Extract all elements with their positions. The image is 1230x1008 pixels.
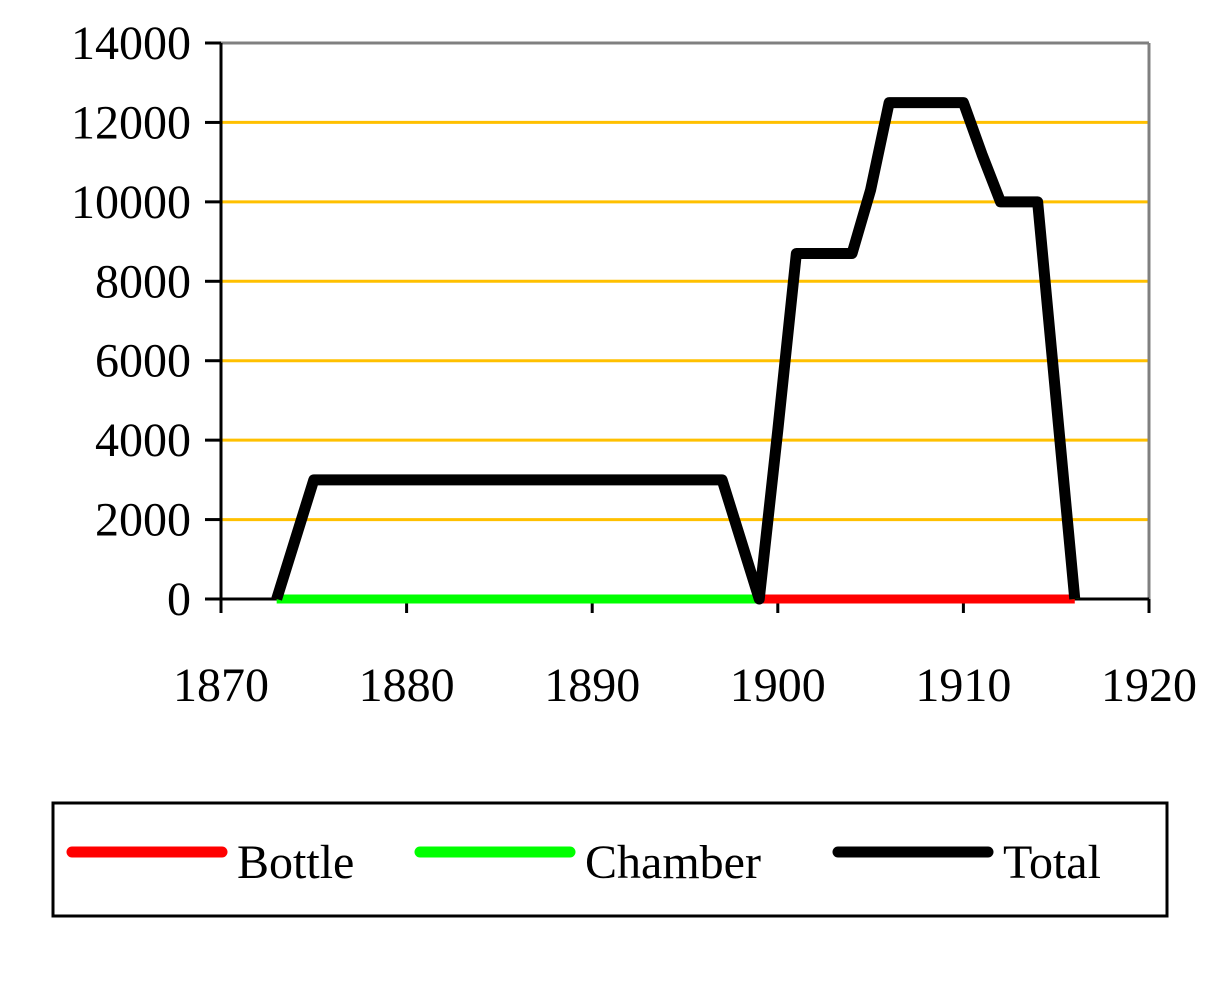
y-tick-label: 0 [167,573,191,626]
x-tick-label: 1890 [544,659,640,712]
x-tick-label: 1900 [730,659,826,712]
y-tick-label: 10000 [71,176,191,229]
y-tick-label: 14000 [71,17,191,70]
x-tick-label: 1910 [915,659,1011,712]
legend-label: Total [1003,836,1101,889]
legend-label: Chamber [585,836,761,889]
x-tick-label: 1920 [1101,659,1197,712]
legend-label: Bottle [237,836,354,889]
series-line [272,475,1075,604]
x-tick-label: 1880 [359,659,455,712]
y-tick-label: 4000 [95,414,191,467]
legend-box [51,801,1169,918]
series-line [276,98,1080,604]
y-tick-label: 6000 [95,335,191,388]
y-tick-label: 12000 [71,96,191,149]
series-line [271,97,1081,605]
y-tick-label: 2000 [95,494,191,547]
x-tick-label: 1870 [173,659,269,712]
y-tick-label: 8000 [95,255,191,308]
